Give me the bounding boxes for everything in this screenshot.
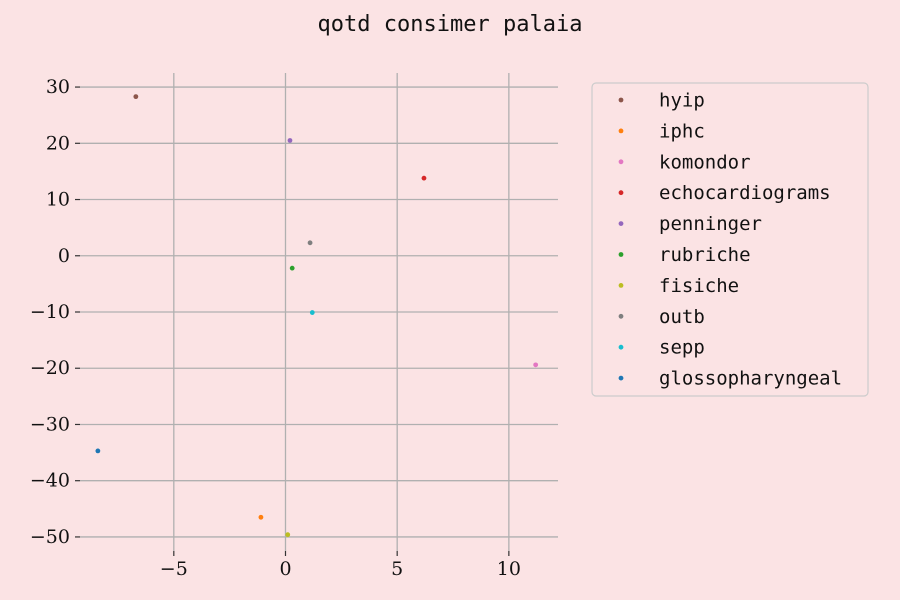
x-tick-label: 0 bbox=[279, 558, 291, 580]
data-point-iphc bbox=[258, 514, 264, 520]
legend-marker-komondor bbox=[618, 159, 624, 165]
y-tick-label: −10 bbox=[30, 301, 70, 323]
legend-marker-fisiche bbox=[618, 283, 624, 288]
legend-marker-glossopharyngeal bbox=[618, 375, 624, 381]
chart-title: qotd consimer palaia bbox=[318, 12, 583, 37]
data-point-glossopharyngeal bbox=[95, 448, 101, 454]
grid bbox=[80, 73, 558, 551]
legend-marker-outb bbox=[618, 313, 624, 319]
legend-label-komondor: komondor bbox=[659, 151, 751, 173]
data-point-fisiche bbox=[285, 532, 291, 538]
legend-marker-rubriche bbox=[618, 252, 624, 257]
data-point-penninger bbox=[287, 138, 293, 143]
legend-label-rubriche: rubriche bbox=[659, 244, 751, 266]
data-point-komondor bbox=[533, 362, 539, 368]
legend-label-iphc: iphc bbox=[659, 120, 705, 142]
legend-label-fisiche: fisiche bbox=[659, 275, 739, 297]
legend-label-glossopharyngeal: glossopharyngeal bbox=[659, 368, 842, 390]
legend-label-penninger: penninger bbox=[659, 213, 762, 235]
legend-marker-sepp bbox=[618, 344, 624, 350]
legend-marker-iphc bbox=[618, 128, 624, 134]
legend-label-echocardiograms: echocardiograms bbox=[659, 182, 831, 204]
data-point-rubriche bbox=[289, 265, 295, 271]
x-tick-label: −5 bbox=[160, 558, 188, 580]
y-tick-label: 30 bbox=[46, 76, 70, 98]
y-tick-label: −40 bbox=[30, 470, 70, 492]
y-tick-label: 10 bbox=[46, 189, 70, 211]
x-tick-label: 10 bbox=[497, 558, 521, 580]
data-point-echocardiograms bbox=[421, 175, 427, 181]
y-tick-label: −30 bbox=[30, 413, 70, 435]
data-point-hyip bbox=[133, 94, 139, 100]
legend-box bbox=[591, 82, 869, 397]
legend-marker-echocardiograms bbox=[618, 190, 624, 196]
data-points bbox=[95, 94, 539, 538]
legend-marker-hyip bbox=[618, 97, 624, 103]
legend: hyip iphc komondor echocardiograms penninger… bbox=[591, 82, 869, 397]
legend-label-outb: outb bbox=[659, 306, 705, 328]
legend-label-hyip: hyip bbox=[659, 90, 705, 112]
y-tick-label: 20 bbox=[46, 132, 70, 154]
y-tick-label: −50 bbox=[30, 526, 70, 548]
data-point-outb bbox=[307, 240, 313, 246]
y-tick-label: 0 bbox=[58, 245, 70, 267]
legend-label-sepp: sepp bbox=[659, 337, 705, 359]
y-tick-label: −20 bbox=[30, 357, 70, 379]
x-tick-label: 5 bbox=[391, 558, 403, 580]
data-point-sepp bbox=[309, 310, 315, 315]
legend-marker-penninger bbox=[618, 221, 624, 227]
